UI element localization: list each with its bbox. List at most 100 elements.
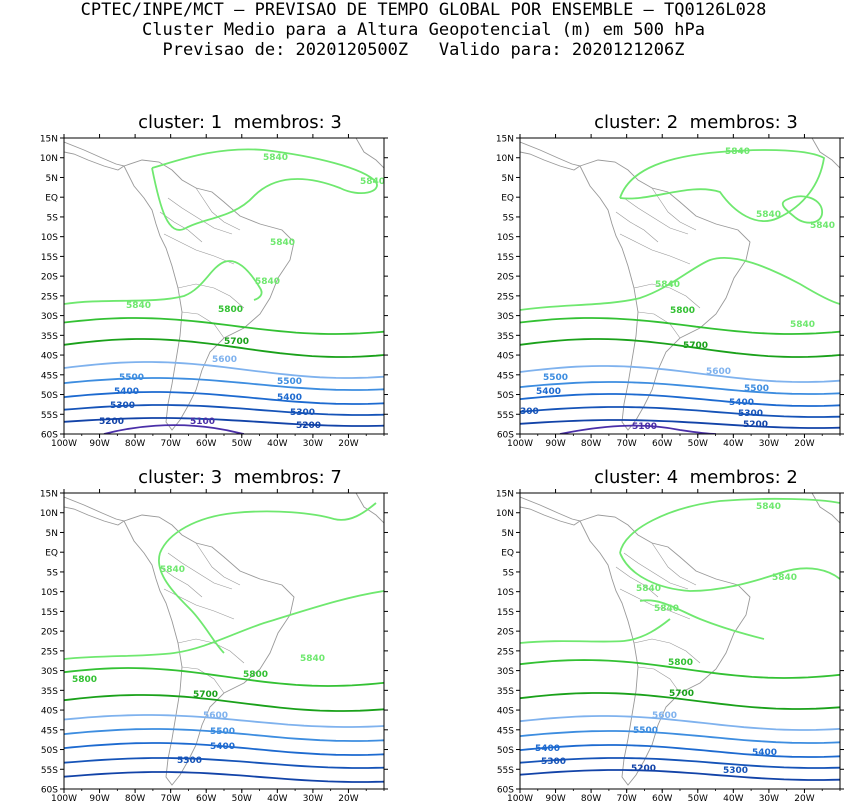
contour-5840: [64, 590, 384, 660]
map-panel-3: cluster: 3 membros: 7 5840 5840 5800 5800 57…: [24, 467, 444, 812]
lon-label: 70W: [160, 794, 180, 804]
map-canvas: 5840 5840 5840 5840 5840 5800 5700 5600 5500 5500…: [40, 134, 388, 449]
country-border: [637, 311, 681, 339]
lat-label: 25S: [41, 292, 58, 302]
lat-label: 10N: [496, 509, 514, 519]
contour-label: 5500: [633, 726, 658, 736]
lat-label: 30S: [497, 667, 514, 677]
contour-label: 5800: [72, 675, 97, 685]
lat-label: EQ: [45, 194, 58, 204]
lat-label: 15S: [497, 253, 514, 263]
country-border: [163, 588, 235, 620]
lat-label: 15N: [496, 490, 514, 500]
contour-5400: [520, 744, 840, 758]
contour-label: 300: [520, 407, 539, 417]
lon-label: 100W: [507, 794, 533, 804]
lon-label: 20W: [338, 439, 358, 449]
contour-5500: [520, 381, 840, 395]
country-border: [619, 588, 691, 620]
map-content: 5840 5840 5840 5840 5840 5800 5700 5600 5500 5500…: [520, 138, 840, 434]
contour-label: 5500: [543, 373, 568, 383]
contour-label: 5840: [263, 153, 288, 163]
contour-5840: [520, 618, 671, 644]
lat-label: 60S: [497, 431, 514, 441]
lat-label: 55S: [497, 411, 514, 421]
contour-5300: [520, 757, 840, 769]
country-border: [633, 638, 701, 664]
lat-label: 15N: [40, 135, 58, 145]
country-border: [637, 666, 681, 694]
lat-label: 5S: [503, 568, 515, 578]
contour-label: 5400: [536, 387, 561, 397]
country-border: [615, 566, 659, 598]
contour-label: 5700: [193, 690, 218, 700]
contour-label: 5840: [756, 502, 781, 512]
lon-label: 50W: [688, 794, 708, 804]
contour-5800: [64, 317, 384, 335]
contour-label: 5700: [224, 337, 249, 347]
panel-title: cluster: 3 membros: 7: [138, 467, 342, 488]
lat-label: 20S: [41, 628, 58, 638]
header-line-2: Cluster Medio para a Altura Geopotencial…: [142, 20, 705, 40]
lat-label: 35S: [497, 332, 514, 342]
contour-5840: [619, 552, 840, 592]
contour-label: 5300: [541, 757, 566, 767]
lat-label: EQ: [501, 194, 514, 204]
country-border: [615, 211, 659, 243]
lon-label: 40W: [267, 439, 287, 449]
contour-label: 5400: [210, 742, 235, 752]
contour-label: 5100: [190, 417, 215, 427]
contour-label: 5800: [243, 670, 268, 680]
lon-label: 100W: [507, 439, 533, 449]
lat-label: 40S: [497, 707, 514, 717]
country-border: [651, 542, 697, 586]
lon-label: 80W: [581, 794, 601, 804]
country-border: [177, 283, 245, 309]
lat-label: 35S: [41, 332, 58, 342]
contour-5700: [520, 338, 840, 358]
contour-label: 5300: [723, 766, 748, 776]
lat-label: 30S: [41, 312, 58, 322]
lat-label: 60S: [41, 786, 58, 796]
map-content: 5840 5840 5840 5840 5800 5700 5600 5500 5400 5400…: [520, 493, 840, 786]
contour-label: 5840: [772, 573, 797, 583]
lon-label: 80W: [125, 439, 145, 449]
contour-label: 5840: [655, 280, 680, 290]
map-panel-4: cluster: 4 membros: 2 5840 5840 5840 5840 58…: [480, 467, 847, 812]
lat-label: 5S: [47, 213, 59, 223]
contour-label: 5840: [300, 654, 325, 664]
lon-label: 40W: [723, 439, 743, 449]
lon-label: 30W: [759, 439, 779, 449]
country-border: [619, 233, 691, 265]
lon-label: 90W: [89, 794, 109, 804]
contour-5800: [520, 659, 840, 679]
contour-label: 5100: [632, 422, 657, 432]
panel-title: cluster: 1 membros: 3: [138, 112, 342, 133]
lat-label: 25S: [497, 292, 514, 302]
country-border: [181, 311, 225, 339]
contour-label: 5600: [212, 355, 237, 365]
contour-label: 5500: [277, 377, 302, 387]
contour-label: 5840: [160, 565, 185, 575]
contour-5300: [64, 757, 384, 769]
country-border: [195, 542, 241, 586]
contour-label: 5840: [654, 604, 679, 614]
lat-label: 10N: [496, 154, 514, 164]
lat-label: 15S: [41, 253, 58, 263]
country-border: [159, 566, 203, 598]
lat-label: 5S: [47, 568, 59, 578]
contour-label: 5840: [810, 221, 835, 231]
lon-label: 80W: [125, 794, 145, 804]
lat-label: 40S: [41, 352, 58, 362]
map-content: 5840 5840 5840 5840 5840 5800 5700 5600 5500 5500…: [64, 138, 384, 434]
coastline-africa: [811, 493, 840, 524]
contour-5600: [64, 714, 384, 728]
lon-label: 60W: [196, 794, 216, 804]
contour-5200: [520, 419, 840, 429]
lat-label: 5N: [502, 529, 514, 539]
contour-label: 5840: [270, 238, 295, 248]
lat-label: 60S: [41, 431, 58, 441]
lat-label: 55S: [41, 411, 58, 421]
contour-label: 5800: [668, 658, 693, 668]
contour-5400: [520, 393, 840, 407]
